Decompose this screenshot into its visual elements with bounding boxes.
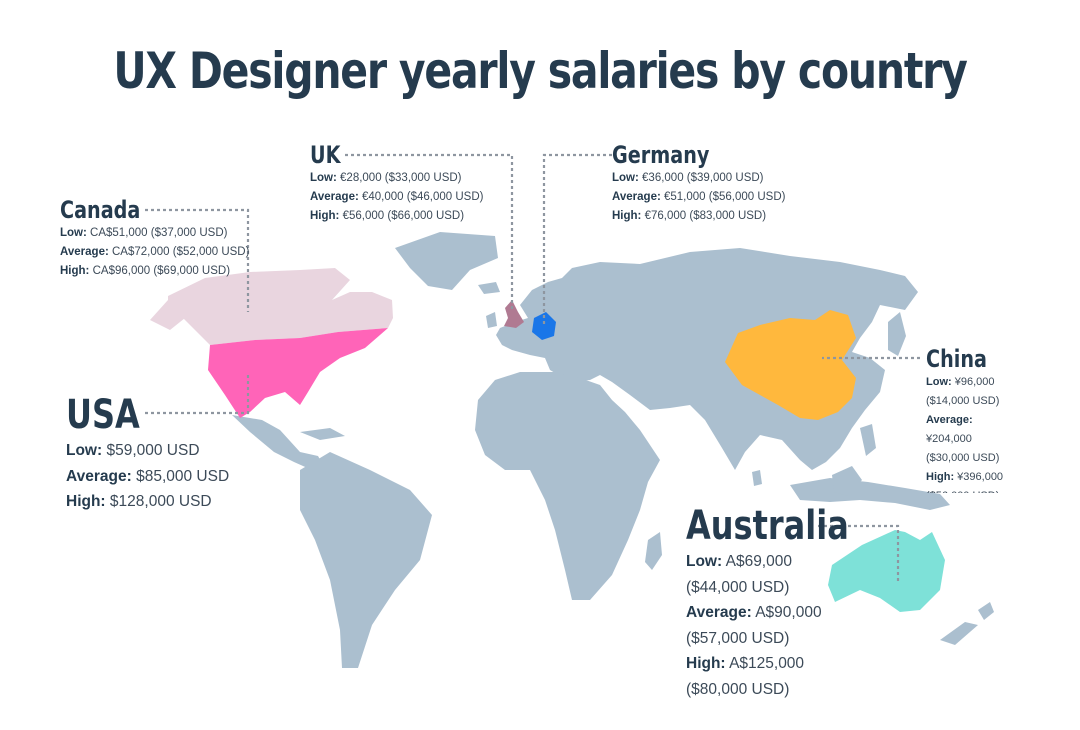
uk-shape xyxy=(504,300,524,328)
australia-label: Australia xyxy=(686,503,849,549)
uk-low: Low: €28,000 ($33,000 USD) xyxy=(310,172,462,184)
usa-low: Low: $59,000 USD xyxy=(66,442,200,459)
new-zealand-shape xyxy=(940,622,978,645)
germany-high: High: €76,000 ($83,000 USD) xyxy=(612,210,767,222)
canada-average: Average: CA$72,000 ($52,000 USD) xyxy=(60,246,250,258)
germany-leader-line xyxy=(542,153,612,325)
australia-low: Low: A$69,000 ($44,000 USD) xyxy=(686,553,792,596)
canada-low: Low: CA$51,000 ($37,000 USD) xyxy=(60,227,228,239)
alaska-shape xyxy=(150,300,185,330)
australia-average: Average: A$90,000 ($57,000 USD) xyxy=(686,604,822,647)
uk-leader-line xyxy=(345,153,514,312)
madagascar-shape xyxy=(645,532,662,570)
china-low: Low: ¥96,000 ($14,000 USD) xyxy=(926,376,1000,407)
iceland-shape xyxy=(478,282,500,294)
australia-shape xyxy=(828,530,945,612)
uk-salary-box: UK Low: €28,000 ($33,000 USD) Average: €… xyxy=(310,141,483,226)
ireland-shape xyxy=(486,312,497,328)
china-shape xyxy=(725,310,856,420)
caribbean-shape xyxy=(300,428,345,440)
canada-label: Canada xyxy=(60,196,141,224)
south-america-shape xyxy=(300,452,432,668)
canada-shape xyxy=(168,268,393,345)
borneo-shape xyxy=(832,466,862,496)
australia-leader-line xyxy=(818,524,900,582)
australia-salary-box: Australia Low: A$69,000 ($44,000 USD) Av… xyxy=(686,503,849,702)
central-america-shape xyxy=(232,415,326,470)
usa-label: USA xyxy=(66,392,140,438)
usa-leader-line xyxy=(145,372,250,415)
canada-leader-line xyxy=(145,208,250,312)
china-label: China xyxy=(926,345,987,373)
germany-salary-box: Germany Low: €36,000 ($39,000 USD) Avera… xyxy=(612,141,785,226)
uk-high: High: €56,000 ($66,000 USD) xyxy=(310,210,465,222)
page-title: UX Designer yearly salaries by country xyxy=(113,42,968,100)
china-salary-box: China Low: ¥96,000 ($14,000 USD) Average… xyxy=(926,345,1010,493)
germany-average: Average: €51,000 ($56,000 USD) xyxy=(612,191,786,203)
usa-shape xyxy=(208,328,388,418)
africa-shape xyxy=(475,372,660,600)
usa-salary-box: USA Low: $59,000 USD Average: $85,000 US… xyxy=(66,392,229,515)
indonesia-shape xyxy=(790,478,950,510)
germany-shape xyxy=(532,312,556,340)
philippines-shape xyxy=(860,424,876,456)
china-details: Low: ¥96,000 ($14,000 USD) Average: ¥204… xyxy=(926,373,1010,493)
canada-salary-box: Canada Low: CA$51,000 ($37,000 USD) Aver… xyxy=(60,196,249,281)
uk-label: UK xyxy=(310,141,341,169)
germany-low: Low: €36,000 ($39,000 USD) xyxy=(612,172,764,184)
china-high: High: ¥396,000 ($56,000 USD) xyxy=(926,471,1004,493)
uk-average: Average: €40,000 ($46,000 USD) xyxy=(310,191,484,203)
sri-lanka-shape xyxy=(752,470,762,486)
new-zealand-north-shape xyxy=(978,602,994,620)
greenland-shape xyxy=(395,232,498,290)
japan-shape xyxy=(888,312,906,356)
canada-high: High: CA$96,000 ($69,000 USD) xyxy=(60,265,231,277)
china-average: Average: ¥204,000 ($30,000 USD) xyxy=(926,414,1000,464)
australia-high: High: A$125,000 ($80,000 USD) xyxy=(686,655,805,698)
usa-average: Average: $85,000 USD xyxy=(66,467,230,485)
germany-label: Germany xyxy=(612,141,710,169)
usa-high: High: $128,000 USD xyxy=(66,493,212,510)
